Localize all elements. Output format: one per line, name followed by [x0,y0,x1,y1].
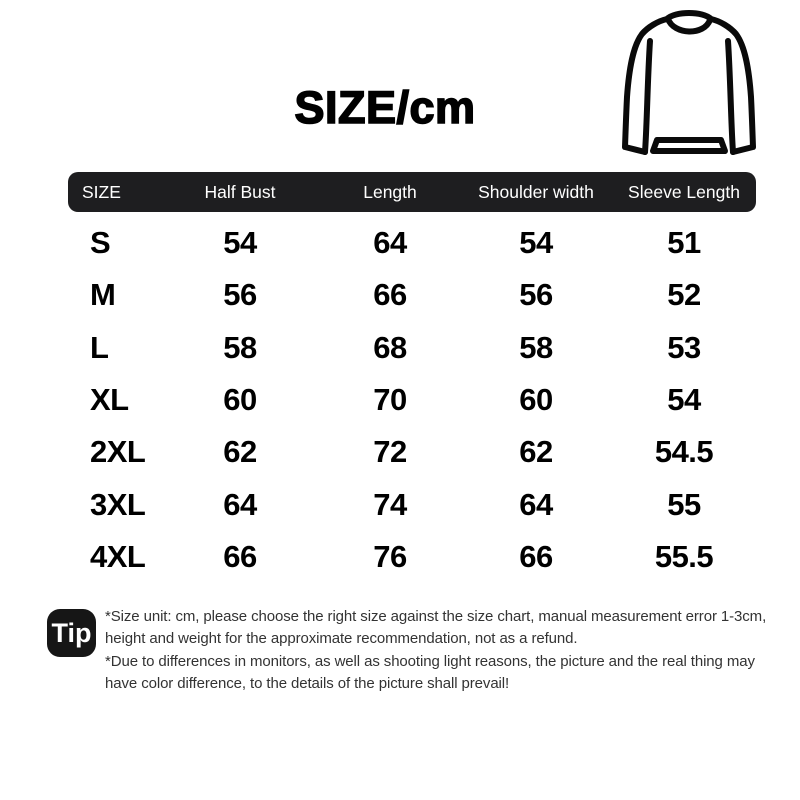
table-header-row: SIZE Half Bust Length Shoulder width Sleeve … [68,172,756,212]
measurement-value: 64 [223,486,257,522]
measurement-value: 62 [223,434,257,470]
measurement-value: 60 [223,382,257,418]
size-label: L [90,329,109,365]
measurement-value: 56 [519,277,553,313]
tip-notes: *Size unit: cm, please choose the right … [105,606,769,696]
size-label: XL [90,382,129,418]
table-row: L 58 68 58 53 [68,322,756,374]
sweater-icon [622,10,756,155]
table-row: 2XL 62 72 62 54.5 [68,426,756,478]
column-header: Length [363,181,417,202]
measurement-value: 64 [519,486,553,522]
table-row: 4XL 66 76 66 55.5 [68,531,756,583]
measurement-value: 58 [519,329,553,365]
size-label: 3XL [90,486,146,522]
measurement-value: 66 [223,538,257,574]
tip-note-color-difference: *Due to differences in monitors, as well… [105,652,755,693]
size-label: S [90,225,111,261]
measurement-value: 52 [667,277,701,313]
measurement-value: 51 [667,225,701,261]
measurement-value: 54 [519,225,553,261]
measurement-value: 54.5 [654,434,714,470]
measurement-value: 53 [667,329,701,365]
page-title: SIZE/cm [294,81,476,134]
measurement-value: 64 [373,225,407,261]
measurement-value: 74 [373,486,407,522]
measurement-value: 62 [519,434,553,470]
table-row: S 54 64 54 51 [68,217,756,269]
measurement-value: 66 [519,538,553,574]
measurement-value: 56 [223,277,257,313]
size-label: 4XL [90,538,146,574]
column-header: Shoulder width [478,181,594,202]
table-row: M 56 66 56 52 [68,269,756,321]
column-header: SIZE [82,181,121,202]
measurement-value: 66 [373,277,407,313]
measurement-value: 68 [373,329,407,365]
column-header: Sleeve Length [628,181,740,202]
column-header: Half Bust [204,181,276,202]
measurement-value: 55 [667,486,701,522]
measurement-value: 76 [373,538,407,574]
measurement-value: 54 [667,382,701,418]
measurement-value: 58 [223,329,257,365]
size-table-rows: S 54 64 54 51 M 56 66 56 52 L 58 68 58 53 XL 60 70 60 54 2XL… [68,217,756,583]
table-row: XL 60 70 60 54 [68,374,756,426]
measurement-value: 72 [373,434,407,470]
size-label: M [90,277,116,313]
tip-note-size-unit: *Size unit: cm, please choose the right … [105,608,767,648]
measurement-value: 60 [519,382,553,418]
tip-badge-label: Tip [51,617,92,648]
table-row: 3XL 64 74 64 55 [68,478,756,530]
measurement-value: 70 [373,382,407,418]
measurement-value: 54 [223,225,257,261]
size-label: 2XL [90,434,146,470]
measurement-value: 55.5 [654,538,714,574]
tip-badge: Tip [47,609,96,657]
